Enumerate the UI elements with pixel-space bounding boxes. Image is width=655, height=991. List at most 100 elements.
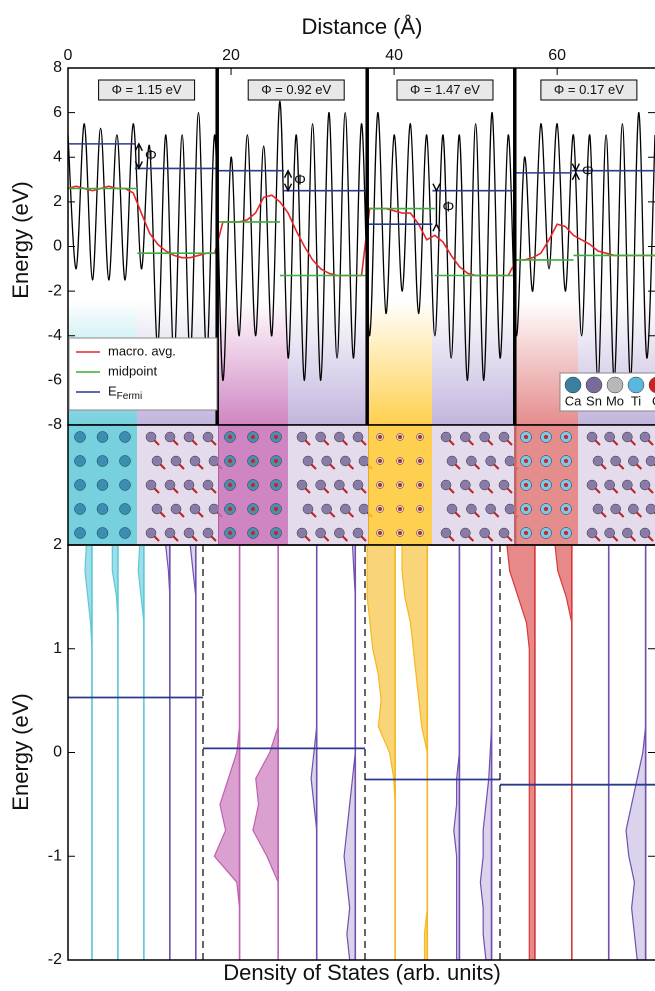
atom (486, 504, 496, 514)
dos-area (480, 545, 491, 960)
atom (587, 528, 597, 538)
atom (611, 504, 621, 514)
atom (447, 456, 457, 466)
atom (505, 504, 515, 514)
atom (564, 459, 568, 463)
y-tick-label: 4 (53, 148, 62, 165)
atom (466, 504, 476, 514)
atom (499, 528, 509, 538)
x-tick-label: 40 (385, 47, 403, 64)
atom (544, 531, 548, 535)
atom (398, 507, 402, 511)
atom (587, 480, 597, 490)
atom (340, 456, 350, 466)
atom (622, 480, 632, 490)
atom (251, 531, 255, 535)
atom (418, 507, 422, 511)
atom (640, 528, 650, 538)
atom (251, 459, 255, 463)
atom (190, 504, 200, 514)
dos-area (253, 545, 278, 960)
atom (628, 456, 638, 466)
atom (418, 483, 422, 487)
atom (418, 531, 422, 535)
atom (209, 456, 219, 466)
atom (251, 483, 255, 487)
atom (274, 531, 278, 535)
atom (274, 435, 278, 439)
atom (203, 432, 213, 442)
atom (441, 528, 451, 538)
atom (564, 483, 568, 487)
atom (228, 507, 232, 511)
atom (171, 456, 181, 466)
top-y-label: Energy (eV) (8, 181, 33, 298)
atom (622, 432, 632, 442)
phi-label: Φ (145, 147, 157, 164)
work-function-label: Φ = 1.47 eV (410, 82, 480, 97)
atom (152, 504, 162, 514)
dos-area (214, 545, 239, 960)
atom (524, 507, 528, 511)
atom (499, 432, 509, 442)
atom (146, 528, 156, 538)
atom (303, 504, 313, 514)
atom (460, 432, 470, 442)
atom (228, 483, 232, 487)
atom (120, 504, 131, 515)
atom (316, 432, 326, 442)
x-tick-label: 60 (548, 47, 566, 64)
atom (75, 504, 86, 515)
atom (322, 504, 332, 514)
atom (209, 504, 219, 514)
atom (120, 456, 131, 467)
atom (441, 432, 451, 442)
atom (353, 480, 363, 490)
atom (460, 528, 470, 538)
atom (97, 456, 108, 467)
atom (334, 432, 344, 442)
atom (334, 528, 344, 538)
legend-label: midpoint (108, 363, 158, 378)
atom (97, 480, 108, 491)
atom (274, 507, 278, 511)
dos-area (555, 545, 572, 960)
y-tick-label: 2 (53, 193, 62, 210)
atom (203, 480, 213, 490)
atom (378, 483, 382, 487)
atom (398, 531, 402, 535)
atom (378, 459, 382, 463)
atom (418, 435, 422, 439)
dos-area (138, 545, 144, 960)
atom (353, 432, 363, 442)
y-tick-label: -4 (48, 327, 62, 344)
atom (297, 480, 307, 490)
atom-label: Ca (565, 393, 582, 408)
atom (75, 432, 86, 443)
y-tick-label: 8 (53, 59, 62, 76)
shaded-region (218, 300, 288, 425)
dos-area (344, 545, 355, 960)
dos-area (507, 545, 535, 960)
atom (622, 528, 632, 538)
atom (120, 432, 131, 443)
atom (359, 504, 369, 514)
atom (184, 480, 194, 490)
atom (297, 432, 307, 442)
structure-strip (68, 425, 655, 545)
x-tick-label: 20 (222, 47, 240, 64)
atom (447, 504, 457, 514)
atom (378, 435, 382, 439)
atom (228, 459, 232, 463)
atom (486, 456, 496, 466)
atom-swatch (586, 377, 602, 393)
atom (146, 480, 156, 490)
phi-label: Φ (294, 172, 306, 189)
atom (75, 480, 86, 491)
atom (646, 504, 655, 514)
dos-area (190, 545, 196, 960)
atom (544, 459, 548, 463)
atom (165, 528, 175, 538)
atom (322, 456, 332, 466)
figure: Distance (Å) Energy (eV) Energy (eV) Den… (0, 0, 655, 991)
